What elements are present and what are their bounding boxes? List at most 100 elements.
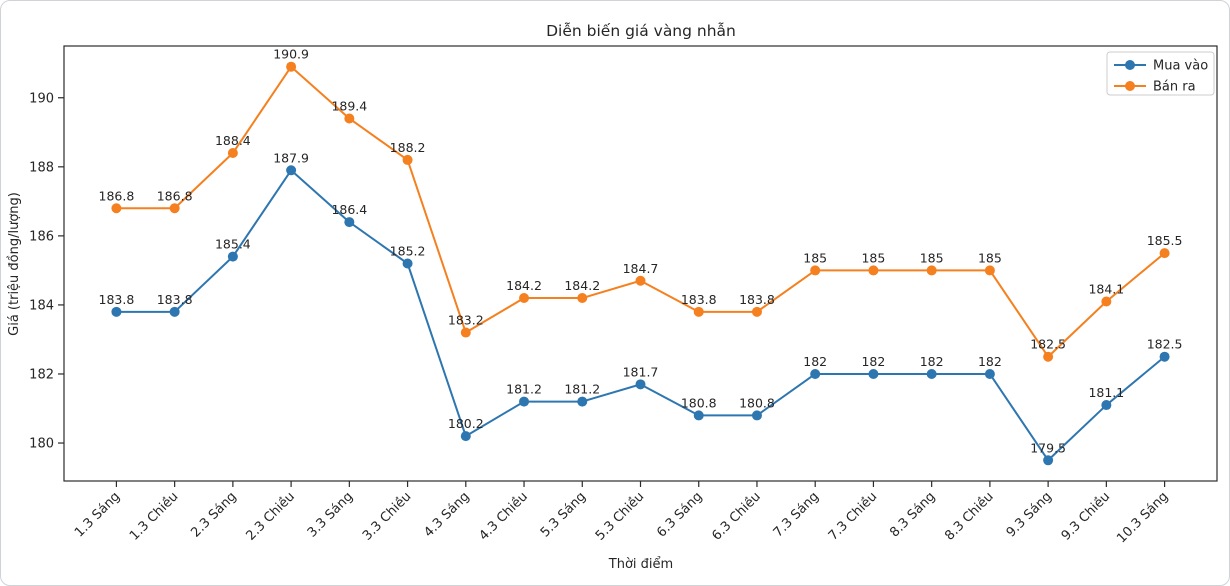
point-value-label: 185 — [978, 250, 1002, 265]
x-tick-label: 1.3 Chiều — [127, 489, 181, 543]
point-value-label: 185 — [861, 250, 885, 265]
data-point-marker — [868, 265, 879, 276]
data-point-marker — [926, 265, 937, 276]
point-value-label: 183.8 — [681, 292, 717, 307]
data-point-marker — [1043, 351, 1054, 362]
data-point-marker — [111, 203, 122, 214]
point-value-label: 186.8 — [99, 188, 135, 203]
data-point-marker — [1159, 351, 1170, 362]
y-axis-label: Giá (triệu đồng/lượng) — [7, 192, 22, 336]
point-value-label: 181.2 — [564, 382, 600, 397]
data-point-marker — [635, 275, 646, 286]
x-tick-label: 3.3 Chiều — [360, 489, 414, 543]
point-value-label: 185 — [920, 250, 944, 265]
data-point-marker — [227, 148, 238, 159]
point-value-label: 181.1 — [1088, 385, 1124, 400]
point-value-label: 182.5 — [1147, 337, 1183, 352]
data-point-marker — [1159, 248, 1170, 259]
y-tick-label: 182 — [29, 367, 54, 382]
point-value-label: 184.2 — [506, 278, 542, 293]
point-value-label: 183.8 — [739, 292, 775, 307]
point-value-label: 180.8 — [681, 395, 717, 410]
point-value-label: 181.2 — [506, 382, 542, 397]
point-value-label: 182.5 — [1030, 337, 1066, 352]
data-point-marker — [577, 396, 588, 407]
point-value-label: 182 — [978, 354, 1002, 369]
x-tick-label: 8.3 Sáng — [887, 489, 938, 540]
point-value-label: 183.2 — [448, 313, 484, 328]
data-point-marker — [519, 293, 530, 304]
point-value-label: 186.4 — [331, 202, 367, 217]
data-point-marker — [344, 217, 355, 228]
data-point-marker — [344, 113, 355, 124]
x-tick-label: 2.3 Sáng — [188, 489, 239, 540]
series-mua-vao: 183.8 183.8 185.4 187.9 186.4 185.2 180.2 181.2… — [99, 150, 1183, 466]
x-tick-label: 2.3 Chiều — [243, 489, 297, 543]
legend-item: Bán ra — [1114, 80, 1196, 95]
point-value-label: 189.4 — [331, 99, 367, 114]
point-value-label: 187.9 — [273, 150, 309, 165]
point-value-label: 186.8 — [157, 188, 193, 203]
y-tick-label: 190 — [29, 91, 54, 106]
x-tick-label: 5.3 Chiều — [593, 489, 647, 543]
data-point-marker — [1101, 296, 1112, 307]
point-value-label: 179.5 — [1030, 440, 1066, 455]
point-value-label: 182 — [920, 354, 944, 369]
data-point-marker — [402, 258, 413, 269]
data-point-marker — [1043, 455, 1054, 466]
series-line — [116, 169, 1166, 462]
x-tick-label: 10.3 Sáng — [1114, 489, 1171, 546]
y-tick-label: 180 — [29, 437, 54, 452]
data-point-marker — [519, 396, 530, 407]
point-value-label: 182 — [861, 354, 885, 369]
data-point-marker — [868, 368, 879, 379]
legend-item: Mua vào — [1114, 59, 1208, 74]
data-point-marker — [751, 306, 762, 317]
x-tick-label: 3.3 Sáng — [305, 489, 356, 540]
point-value-label: 183.8 — [99, 292, 135, 307]
x-tick-label: 4.3 Chiều — [476, 489, 530, 543]
point-value-label: 190.9 — [273, 47, 309, 62]
y-tick-label: 184 — [29, 298, 54, 313]
x-tick-label: 8.3 Chiều — [942, 489, 996, 543]
plot-area: 180 182 184 186 188 190 1.3 Sáng 1.3 Chiều 2.3 S… — [29, 45, 1218, 546]
legend-marker — [1125, 60, 1135, 70]
data-point-marker — [227, 251, 238, 262]
series-line — [116, 65, 1166, 358]
point-value-label: 188.2 — [390, 140, 426, 155]
point-value-label: 184.7 — [623, 261, 659, 276]
y-tick-label: 186 — [29, 229, 54, 244]
point-value-label: 183.8 — [157, 292, 193, 307]
point-value-label: 188.4 — [215, 133, 251, 148]
legend-item-label: Bán ra — [1153, 80, 1196, 95]
chart-title: Diễn biến giá vàng nhẫn — [546, 22, 736, 40]
x-tick-label: 9.3 Sáng — [1004, 489, 1055, 540]
x-tick-label: 9.3 Chiều — [1059, 489, 1113, 543]
point-value-label: 180.8 — [739, 395, 775, 410]
x-axis-label: Thời điểm — [608, 557, 673, 572]
series-ban-ra: 186.8 186.8 188.4 190.9 189.4 188.2 183.2 184.2… — [99, 47, 1182, 362]
point-value-label: 185.4 — [215, 237, 251, 252]
point-value-label: 181.7 — [623, 364, 659, 379]
data-point-marker — [111, 306, 122, 317]
x-tick-label: 1.3 Sáng — [72, 489, 123, 540]
x-tick-label: 4.3 Sáng — [421, 489, 472, 540]
point-value-label: 184.2 — [564, 278, 600, 293]
point-value-label: 185 — [803, 250, 827, 265]
point-value-label: 182 — [803, 354, 827, 369]
data-point-marker — [984, 265, 995, 276]
data-point-marker — [926, 368, 937, 379]
data-point-marker — [984, 368, 995, 379]
data-point-marker — [169, 203, 180, 214]
x-tick-label: 7.3 Chiều — [826, 489, 880, 543]
data-point-marker — [810, 368, 821, 379]
point-value-label: 184.1 — [1088, 281, 1124, 296]
data-point-marker — [693, 410, 704, 421]
x-tick-label: 5.3 Sáng — [538, 489, 589, 540]
legend-box: Mua vào Bán ra — [1106, 51, 1215, 96]
y-tick-label: 188 — [29, 160, 54, 175]
legend-marker — [1125, 81, 1135, 91]
x-tick-label: 6.3 Chiều — [709, 489, 763, 543]
